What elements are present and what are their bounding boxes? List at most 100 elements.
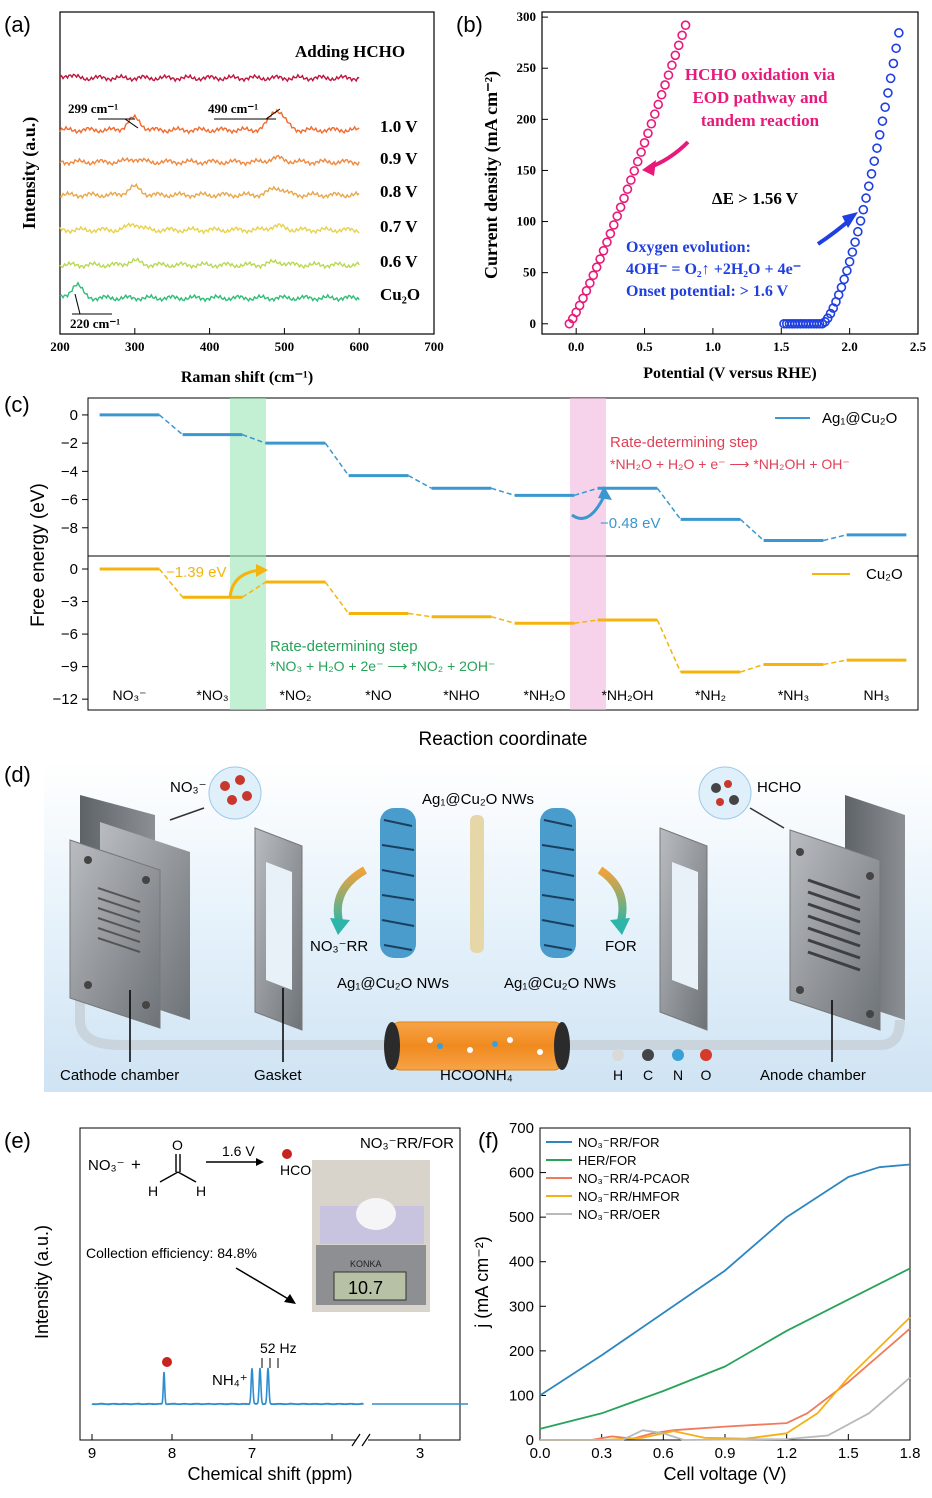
- energy-connector-0: [242, 433, 266, 444]
- formaldehyde-h-right: H: [196, 1183, 206, 1199]
- plot-frame-e: [79, 1127, 461, 1441]
- category-label-c: *NO₂: [280, 687, 312, 703]
- category-label-c: NO₃⁻: [112, 687, 146, 703]
- curve-f-3: [540, 1316, 911, 1441]
- series-label-a-5: 0.6 V: [380, 252, 418, 271]
- barrier-arrow-bottom-head: [256, 564, 268, 577]
- polarization-curves: [539, 1163, 911, 1441]
- hcho-point: [585, 278, 595, 288]
- oer-point: [836, 282, 847, 293]
- energy-connector-1: [408, 612, 432, 618]
- flow-tube-right: [879, 1019, 905, 1050]
- scheme-plus: +: [131, 1155, 141, 1174]
- y-tick-label-b: 100: [517, 214, 537, 229]
- oer-point: [858, 204, 869, 215]
- label-hcho: HCHO: [757, 779, 801, 796]
- y-tick-label-c: −12: [53, 691, 78, 708]
- raman-series-2: [59, 154, 360, 167]
- curve-f-0: [539, 1163, 911, 1397]
- hcho-point: [667, 60, 677, 71]
- hcho-point: [677, 30, 687, 41]
- legend-label-f-2: NO₃⁻RR/4-PCAOR: [578, 1171, 690, 1186]
- energy-profiles: [99, 413, 907, 674]
- hcho-point: [588, 270, 599, 281]
- hcho-point: [581, 286, 592, 296]
- x-tick-label-f: 1.2: [776, 1445, 797, 1462]
- oer-point: [894, 28, 904, 38]
- legend-atom-o: [700, 1049, 712, 1061]
- panel-a: (a) 200 300 400 500 600 700 Raman shift (cm⁻¹…: [4, 11, 444, 386]
- raman-series-4: [59, 222, 360, 235]
- rds-top-title: Rate-determining step: [610, 434, 758, 451]
- panel-b: (b) 0.0 0.5 1.0 1.5 2.0 2.5 0 50 100 150 200 250 300…: [456, 9, 927, 382]
- legend-label-cu2o: Cu₂O: [866, 566, 903, 583]
- hcho-point: [649, 109, 660, 119]
- x-tick-label-f: 0.6: [653, 1445, 674, 1462]
- oer-point: [844, 256, 855, 267]
- hcho-point: [612, 211, 623, 221]
- y-tick-label-f: 700: [509, 1120, 534, 1137]
- oer-point: [855, 216, 866, 226]
- formaldehyde-structure: [159, 1154, 197, 1183]
- coupling-label: 52 Hz: [260, 1340, 297, 1356]
- category-label-c: *NO: [365, 687, 392, 703]
- rds-top-reaction: *NH₂O + H₂O + e⁻ ⟶ *NH₂OH + OH⁻: [610, 456, 850, 472]
- x-tick-label-a: 700: [424, 339, 444, 354]
- oer-point: [825, 308, 836, 319]
- energy-connector-0: [491, 487, 515, 497]
- oer-annotation-2: 4OH⁻ = O₂↑ +2H₂O + 4e⁻: [626, 261, 801, 278]
- formate-peak-marker: [162, 1357, 172, 1367]
- y-tick-label-c: −3: [61, 594, 78, 611]
- energy-connector-0: [574, 487, 598, 497]
- x-tick-label-b: 0.0: [568, 339, 584, 354]
- oer-annotation-1: Oxygen evolution:: [626, 239, 751, 256]
- hcho-molecule-bubble: [698, 766, 752, 820]
- hcho-arrow-head: [642, 160, 656, 176]
- x-axis-label-b: Potential (V versus RHE): [643, 365, 816, 382]
- axis-ticks-c: 0 −2 −4 −6 −8 0 −3 −6 −9 −12: [53, 407, 88, 708]
- raman-series-5: [59, 257, 360, 270]
- cathode-chamber: [69, 795, 190, 1029]
- oer-point: [853, 226, 863, 237]
- rds-bottom-title: Rate-determining step: [270, 638, 418, 655]
- hcho-point: [598, 245, 609, 256]
- label-no3: NO₃⁻: [170, 779, 207, 796]
- hcho-annotation-2: EOD pathway and: [692, 88, 828, 107]
- plot-frame-c: [87, 397, 919, 711]
- energy-connector-1: [574, 619, 598, 624]
- category-label-c: *NH₂: [695, 687, 726, 703]
- x-tick-label-e: 9: [88, 1445, 96, 1462]
- legend-label-f-1: HER/FOR: [578, 1153, 637, 1168]
- lsv-points: [564, 20, 904, 329]
- oer-annotation-3: Onset potential: > 1.6 V: [626, 283, 789, 300]
- hcho-point: [605, 228, 616, 239]
- collection-efficiency: Collection efficiency: 84.8%: [86, 1245, 257, 1261]
- y-tick-label-f: 300: [509, 1298, 534, 1315]
- energy-connector-1: [656, 619, 682, 673]
- y-tick-label-c: 0: [70, 561, 78, 578]
- axis-break-mask: [356, 1434, 368, 1446]
- x-axis-label-f: Cell voltage (V): [663, 1464, 786, 1484]
- flow-tube-left: [75, 985, 121, 1050]
- category-labels-c: NO₃⁻ *NO₃ *NO₂ *NO *NHO *NH₂O *NH₂OH *NH₂ *NH₃ NH…: [112, 687, 889, 703]
- panel-e: (e) 9 8 7 3 Chemical shift (ppm) Intensity …: [4, 1127, 468, 1484]
- energy-connector-0: [823, 534, 847, 542]
- scheme-system-label: NO₃⁻RR/FOR: [360, 1135, 454, 1152]
- no3-pointer: [169, 807, 205, 821]
- label-nws-top: Ag₁@Cu₂O NWs: [422, 791, 534, 808]
- delta-e-annotation: ΔE > 1.56 V: [712, 189, 799, 208]
- hcho-point: [646, 118, 657, 129]
- energy-connector-1: [324, 581, 350, 614]
- hcho-annotation-1: HCHO oxidation via: [685, 65, 836, 84]
- oer-point: [814, 318, 825, 329]
- curve-f-1: [539, 1267, 911, 1430]
- anode-chamber: [789, 795, 905, 1031]
- axis-break-left: [351, 1433, 361, 1447]
- x-tick-label-f: 0.0: [530, 1445, 551, 1462]
- hcho-point: [615, 202, 626, 213]
- hcho-point: [626, 175, 636, 185]
- hcho-point: [608, 220, 619, 230]
- x-axis-label-c: Reaction coordinate: [419, 729, 588, 750]
- scale-reading: 10.7: [348, 1278, 383, 1298]
- y-tick-label-b: 150: [517, 162, 537, 177]
